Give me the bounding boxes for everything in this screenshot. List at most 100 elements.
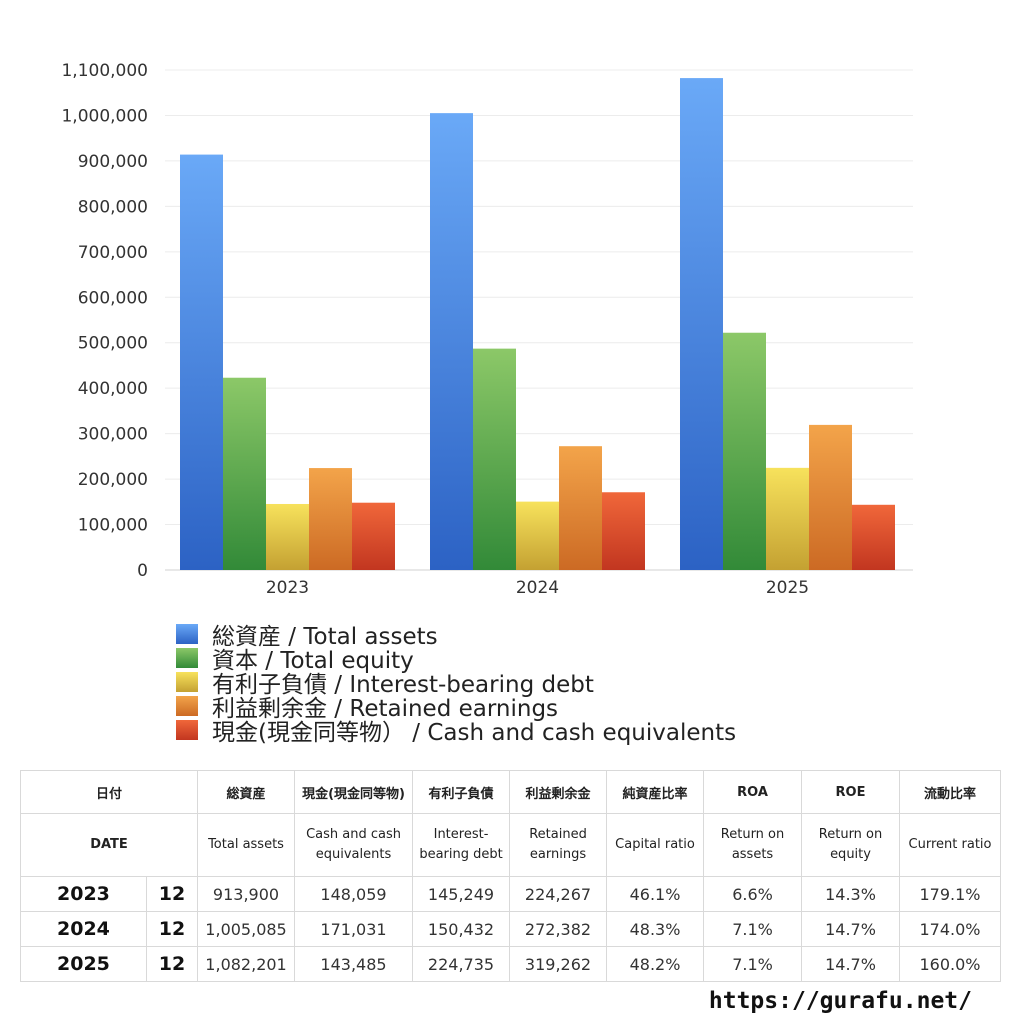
legend-item-retained-earnings: 利益剰余金 / Retained earnings — [176, 694, 736, 722]
table-row: 2024 12 1,005,085 171,031 150,432 272,38… — [20, 911, 1002, 947]
bar-2024-series-5 — [602, 492, 645, 570]
cell-roe: 14.7% — [801, 946, 901, 982]
header-total-assets-en: Total assets — [197, 813, 296, 877]
header-date-jp: 日付 — [19, 770, 199, 814]
y-tick-label: 600,000 — [78, 288, 148, 308]
cell-cash: 143,485 — [294, 946, 414, 982]
cell-debt: 224,735 — [412, 946, 511, 982]
x-tick-label-2023: 2023 — [266, 578, 309, 598]
y-tick-label: 400,000 — [78, 379, 148, 399]
bar-2023-series-2 — [223, 377, 266, 570]
cell-total-assets: 1,082,201 — [197, 946, 296, 982]
financial-table: 日付 総資産 現金(現金同等物) 有利子負債 利益剰余金 純資産比率 ROA R… — [19, 770, 1002, 982]
legend-swatch — [176, 696, 198, 716]
header-current-ratio-en: Current ratio — [899, 813, 1002, 877]
cell-roe: 14.3% — [801, 876, 901, 912]
y-tick-label: 100,000 — [78, 516, 148, 536]
y-tick-label: 1,000,000 — [61, 106, 148, 126]
bar-2023-series-3 — [266, 503, 309, 570]
y-tick-label: 200,000 — [78, 470, 148, 490]
bar-chart: 0 100,000 200,000 300,000 400,000 500,000 600,… — [61, 61, 913, 598]
chart-legend: 総資産 / Total assets 資本 / Total equity 有利子… — [176, 622, 736, 746]
cell-roa: 6.6% — [703, 876, 803, 912]
bar-2023-series-1 — [180, 154, 223, 570]
cell-total-assets: 1,005,085 — [197, 911, 296, 947]
cell-cash: 171,031 — [294, 911, 414, 947]
legend-item-total-assets: 総資産 / Total assets — [176, 622, 736, 650]
cell-capital-ratio: 48.2% — [606, 946, 705, 982]
legend-item-cash: 現金(現金同等物） / Cash and cash equivalents — [176, 718, 736, 746]
bar-2025-series-2 — [723, 332, 766, 570]
cell-cash: 148,059 — [294, 876, 414, 912]
bar-2025-series-4 — [809, 424, 852, 570]
legend-label: 総資産 / Total assets — [212, 624, 438, 650]
row-month: 12 — [145, 946, 199, 982]
header-roa-jp: ROA — [703, 770, 803, 814]
legend-label: 現金(現金同等物） / Cash and cash equivalents — [212, 720, 737, 746]
cell-retained: 319,262 — [509, 946, 608, 982]
header-retained-jp: 利益剰余金 — [509, 770, 608, 814]
x-tick-label-2024: 2024 — [516, 578, 559, 598]
header-roe-jp: ROE — [801, 770, 901, 814]
header-cash-jp: 現金(現金同等物) — [294, 770, 414, 814]
bar-2023-series-5 — [352, 502, 395, 570]
row-month: 12 — [145, 911, 199, 947]
y-tick-label: 900,000 — [78, 152, 148, 172]
row-month: 12 — [145, 876, 199, 912]
y-tick-label: 300,000 — [78, 425, 148, 445]
bars — [180, 78, 895, 570]
cell-capital-ratio: 48.3% — [606, 911, 705, 947]
header-roe-en: Return on equity — [801, 813, 901, 877]
header-cash-en: Cash and cash equivalents — [294, 813, 414, 877]
bar-2024-series-2 — [473, 348, 516, 570]
table-header-en: DATE Total assets Cash and cash equivale… — [19, 813, 1002, 877]
cell-roe: 14.7% — [801, 911, 901, 947]
y-tick-label: 500,000 — [78, 334, 148, 354]
cell-debt: 150,432 — [412, 911, 511, 947]
cell-current-ratio: 179.1% — [899, 876, 1002, 912]
cell-roa: 7.1% — [703, 946, 803, 982]
header-capital-ratio-en: Capital ratio — [606, 813, 705, 877]
table-row: 2025 12 1,082,201 143,485 224,735 319,26… — [20, 946, 1002, 982]
header-retained-en: Retained earnings — [509, 813, 608, 877]
legend-label: 資本 / Total equity — [212, 648, 414, 674]
bar-2025-series-1 — [680, 78, 723, 570]
y-axis-ticks: 0 100,000 200,000 300,000 400,000 500,000 600,… — [61, 61, 148, 581]
row-year: 2025 — [20, 946, 147, 982]
legend-swatch — [176, 648, 198, 668]
bar-2025-series-5 — [852, 504, 895, 570]
header-current-ratio-jp: 流動比率 — [899, 770, 1002, 814]
legend-swatch — [176, 672, 198, 692]
legend-swatch — [176, 624, 198, 644]
legend-item-interest-bearing-debt: 有利子負債 / Interest-bearing debt — [176, 670, 736, 698]
cell-current-ratio: 160.0% — [899, 946, 1002, 982]
bar-2025-series-3 — [766, 467, 809, 570]
header-debt-en: Interest-bearing debt — [412, 813, 511, 877]
header-date-en: DATE — [19, 813, 199, 877]
y-tick-label: 700,000 — [78, 243, 148, 263]
cell-capital-ratio: 46.1% — [606, 876, 705, 912]
legend-swatch — [176, 720, 198, 740]
header-debt-jp: 有利子負債 — [412, 770, 511, 814]
cell-current-ratio: 174.0% — [899, 911, 1002, 947]
legend-label: 有利子負債 / Interest-bearing debt — [212, 672, 594, 698]
header-roa-en: Return on assets — [703, 813, 803, 877]
cell-total-assets: 913,900 — [197, 876, 296, 912]
x-axis-ticks: 2023 2024 2025 — [266, 578, 809, 598]
x-tick-label-2025: 2025 — [766, 578, 809, 598]
cell-debt: 145,249 — [412, 876, 511, 912]
bar-2024-series-4 — [559, 446, 602, 570]
bar-2024-series-3 — [516, 501, 559, 570]
header-total-assets-jp: 総資産 — [197, 770, 296, 814]
y-tick-label: 800,000 — [78, 197, 148, 217]
bar-2023-series-4 — [309, 468, 352, 570]
source-url: https://gurafu.net/ — [708, 988, 972, 1014]
header-capital-ratio-jp: 純資産比率 — [606, 770, 705, 814]
row-year: 2024 — [20, 911, 147, 947]
cell-retained: 224,267 — [509, 876, 608, 912]
y-tick-label: 0 — [137, 561, 148, 581]
table-row: 2023 12 913,900 148,059 145,249 224,267 … — [20, 876, 1002, 912]
row-year: 2023 — [20, 876, 147, 912]
cell-retained: 272,382 — [509, 911, 608, 947]
y-tick-label: 1,100,000 — [61, 61, 148, 81]
